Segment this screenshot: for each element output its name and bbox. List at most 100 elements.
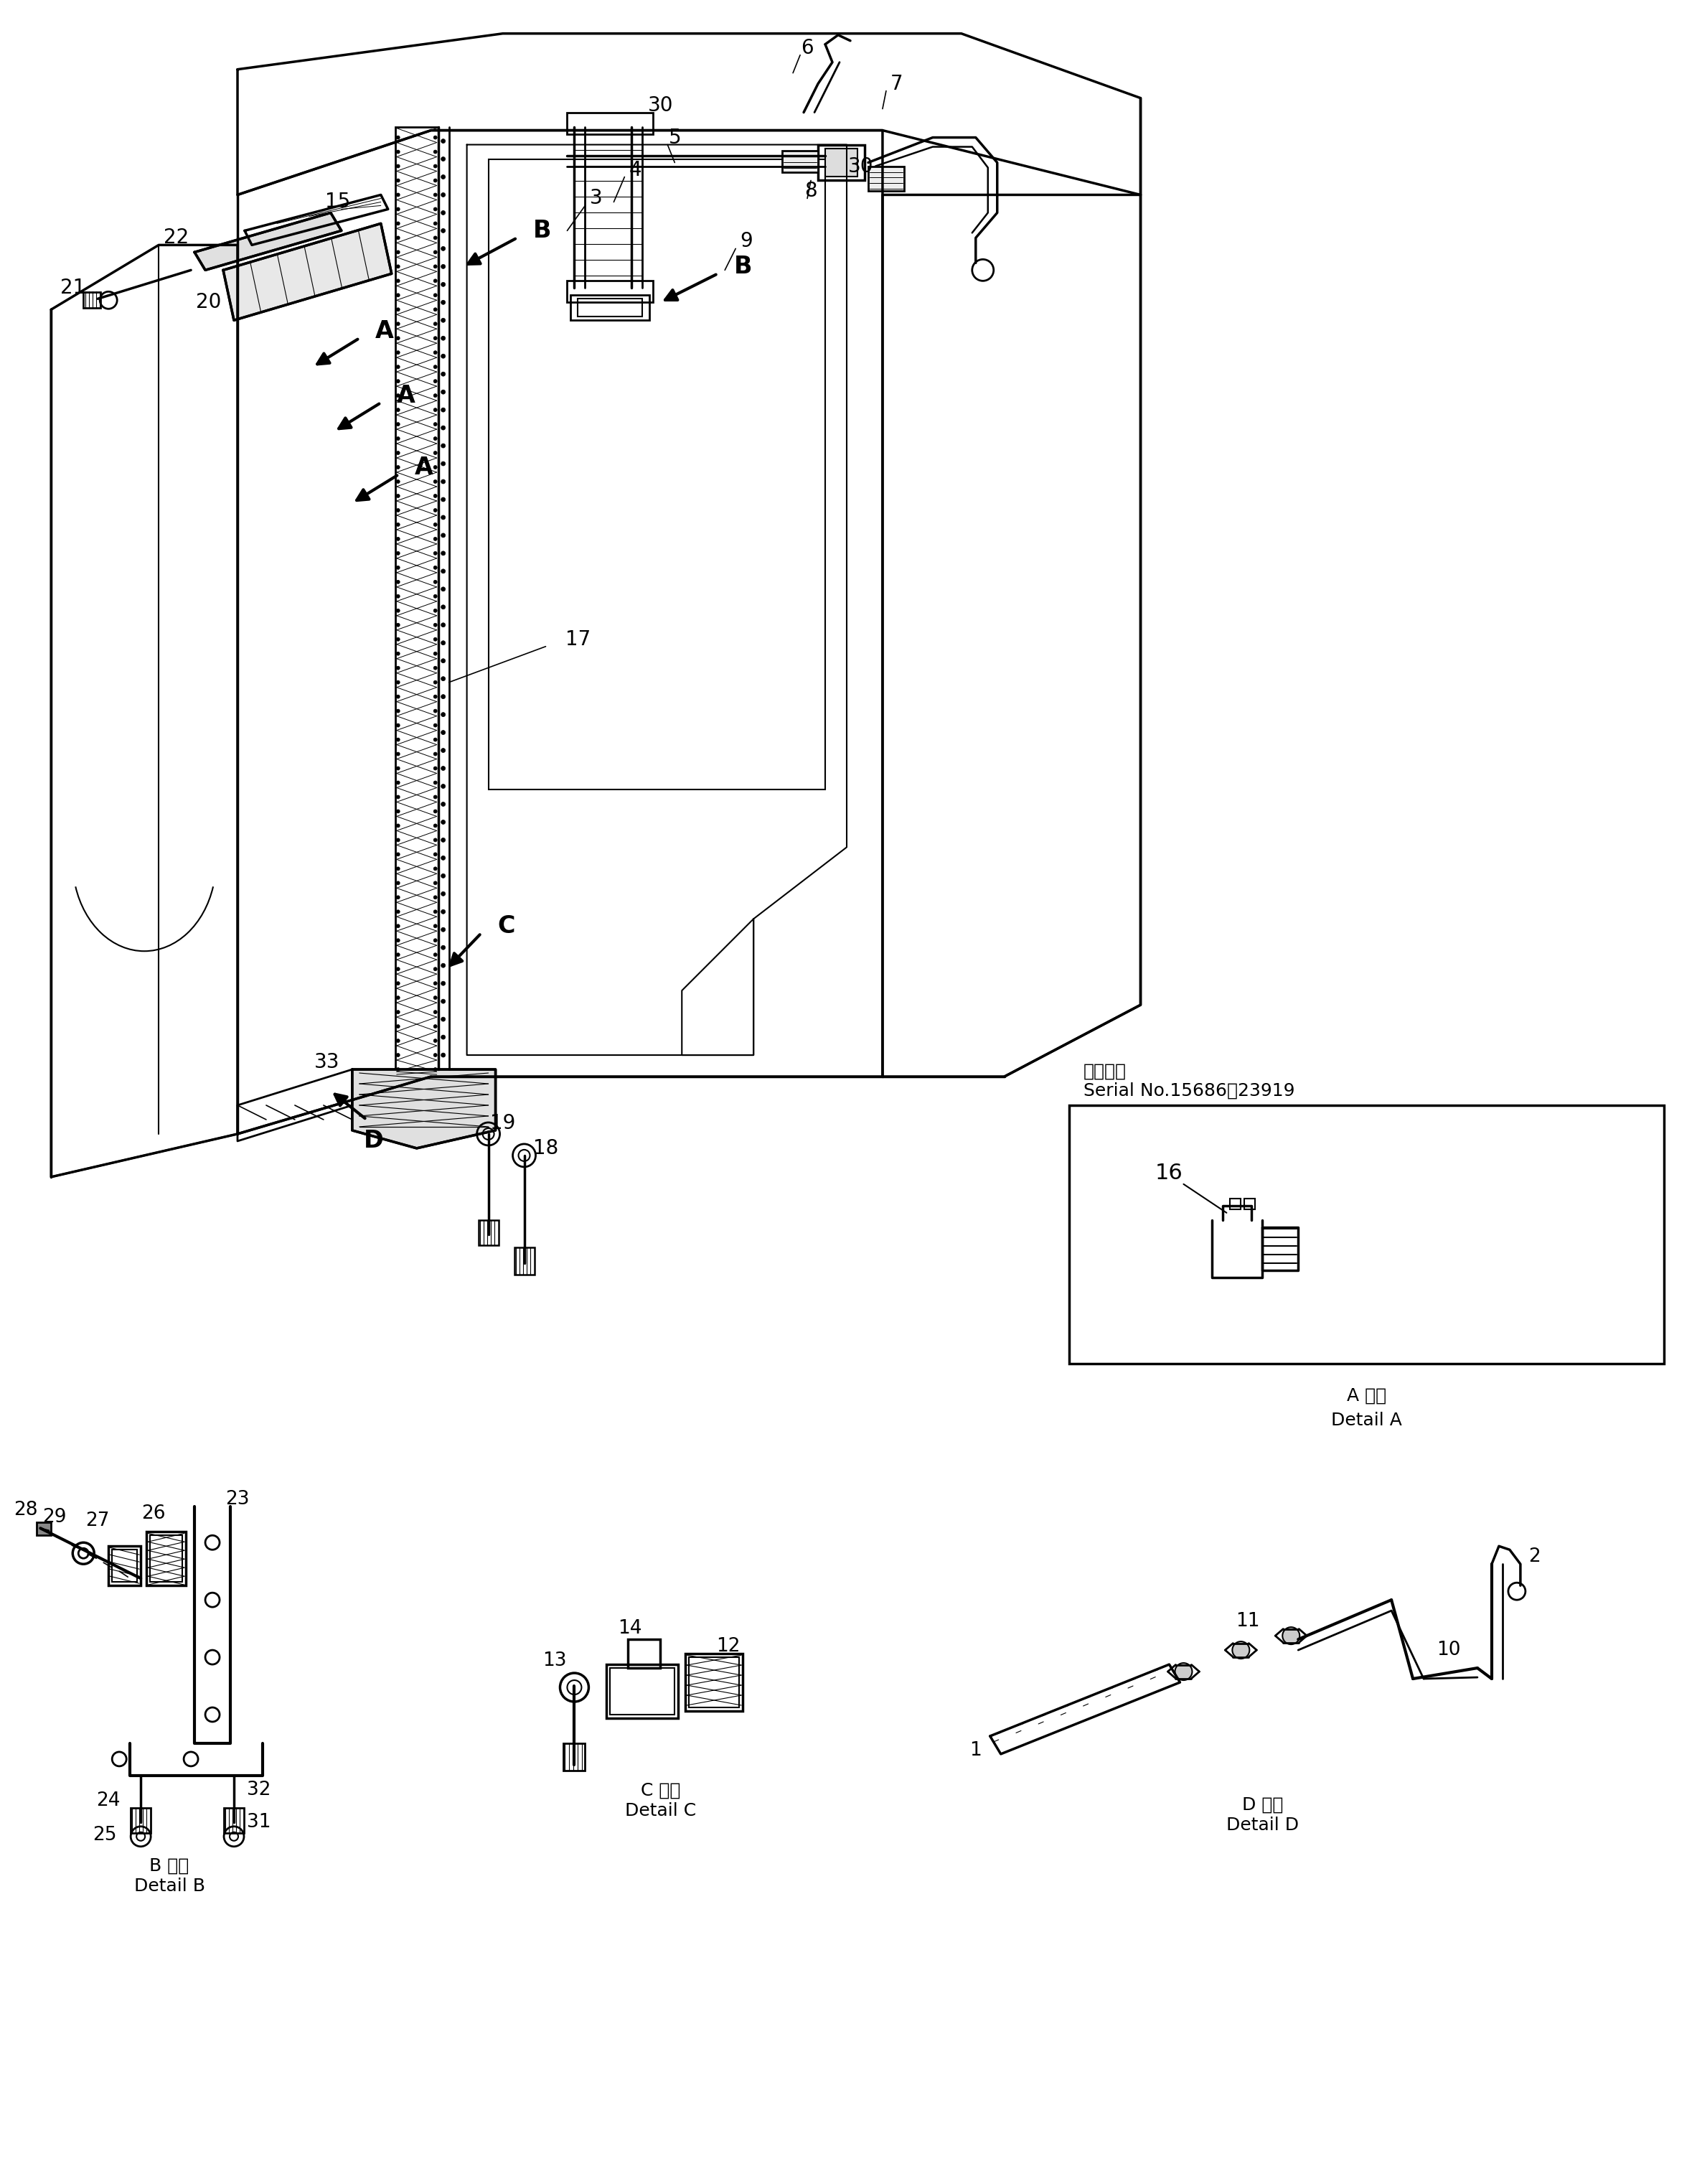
Circle shape (433, 164, 438, 168)
Circle shape (433, 509, 438, 511)
Bar (149, 1535, 182, 1581)
Circle shape (441, 264, 445, 269)
Circle shape (397, 553, 400, 555)
Circle shape (441, 891, 445, 895)
Circle shape (441, 729, 445, 734)
Circle shape (441, 210, 445, 214)
Text: 33: 33 (314, 1053, 339, 1072)
Circle shape (433, 236, 438, 240)
Circle shape (397, 509, 400, 511)
Circle shape (397, 1024, 400, 1029)
Text: 14: 14 (618, 1618, 641, 1638)
Bar (112, 1551, 137, 1581)
Circle shape (433, 566, 438, 570)
Circle shape (433, 251, 438, 253)
Circle shape (441, 192, 445, 197)
Circle shape (441, 570, 445, 574)
Bar (628, 1640, 660, 1669)
Circle shape (397, 408, 400, 413)
Circle shape (397, 522, 400, 526)
Text: 1: 1 (969, 1741, 983, 1760)
Circle shape (441, 856, 445, 860)
Circle shape (433, 939, 438, 941)
Circle shape (441, 336, 445, 341)
Circle shape (397, 968, 400, 972)
Text: B 詳細
Detail B: B 詳細 Detail B (134, 1856, 205, 1894)
Circle shape (433, 1040, 438, 1042)
Bar (567, 282, 653, 301)
Text: 9: 9 (740, 232, 753, 251)
Circle shape (441, 605, 445, 609)
Circle shape (433, 494, 438, 498)
Circle shape (397, 939, 400, 941)
Bar (1069, 1105, 1663, 1363)
Circle shape (397, 581, 400, 583)
Text: 19: 19 (490, 1114, 516, 1133)
Circle shape (441, 461, 445, 465)
Circle shape (397, 336, 400, 341)
Circle shape (397, 151, 400, 153)
Circle shape (441, 299, 445, 304)
Bar (131, 1808, 151, 1832)
Circle shape (433, 695, 438, 699)
Text: 23: 23 (226, 1489, 249, 1509)
Circle shape (433, 924, 438, 928)
Circle shape (441, 839, 445, 843)
Text: C 詳細
Detail C: C 詳細 Detail C (624, 1782, 696, 1819)
Text: A: A (375, 319, 394, 343)
Text: 20: 20 (197, 293, 222, 312)
Circle shape (441, 695, 445, 699)
Bar (224, 1808, 244, 1832)
Circle shape (397, 207, 400, 212)
Text: 27: 27 (87, 1511, 110, 1531)
Text: 26: 26 (141, 1505, 166, 1522)
Circle shape (397, 264, 400, 269)
Text: 25: 25 (93, 1826, 117, 1843)
Circle shape (441, 749, 445, 753)
Bar (146, 1531, 187, 1586)
Circle shape (397, 767, 400, 771)
Circle shape (433, 852, 438, 856)
Circle shape (397, 981, 400, 985)
Bar (1244, 1199, 1256, 1210)
Circle shape (433, 223, 438, 225)
Circle shape (433, 782, 438, 784)
Circle shape (397, 738, 400, 740)
Circle shape (397, 880, 400, 885)
Bar (579, 299, 643, 317)
Bar (686, 1653, 743, 1710)
Bar (818, 144, 865, 181)
Circle shape (433, 264, 438, 269)
Bar (395, 127, 438, 1072)
Circle shape (397, 223, 400, 225)
Circle shape (433, 996, 438, 1000)
Circle shape (441, 247, 445, 251)
Polygon shape (224, 223, 392, 321)
Circle shape (441, 498, 445, 502)
Text: 32: 32 (248, 1780, 272, 1800)
Circle shape (397, 594, 400, 598)
Circle shape (433, 651, 438, 655)
Circle shape (433, 795, 438, 799)
Circle shape (433, 968, 438, 972)
Circle shape (441, 622, 445, 627)
Circle shape (397, 308, 400, 312)
Circle shape (1232, 1642, 1249, 1658)
Circle shape (397, 393, 400, 397)
Circle shape (433, 408, 438, 413)
Circle shape (397, 365, 400, 369)
Circle shape (397, 135, 400, 140)
Text: 21: 21 (59, 277, 85, 297)
Circle shape (433, 738, 438, 740)
Text: 18: 18 (533, 1138, 558, 1158)
Circle shape (433, 823, 438, 828)
Circle shape (433, 179, 438, 181)
Circle shape (433, 911, 438, 913)
Circle shape (397, 352, 400, 354)
Circle shape (433, 365, 438, 369)
Circle shape (441, 533, 445, 537)
Circle shape (441, 660, 445, 664)
Circle shape (433, 638, 438, 642)
Polygon shape (353, 1070, 496, 1149)
Text: 12: 12 (716, 1638, 740, 1655)
